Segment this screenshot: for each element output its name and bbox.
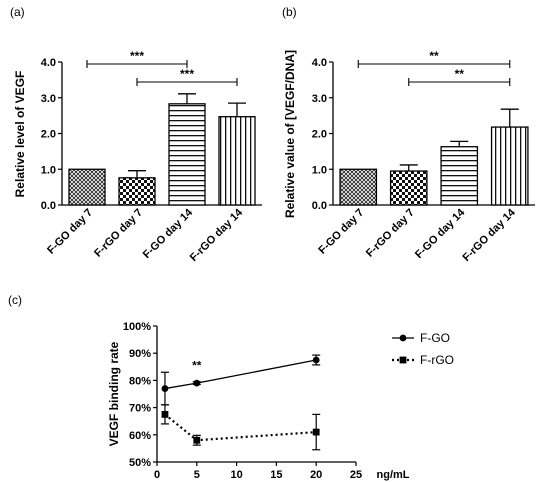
panel-c-x-tick-label: 20 bbox=[310, 469, 322, 481]
panel-a-category-label: F-rGO day 7 bbox=[92, 207, 145, 260]
panel-a-category-label: F-rGO day 14 bbox=[188, 206, 246, 264]
panel-c-x-tick-label: 15 bbox=[270, 469, 282, 481]
panel-a-y-tick-label: 1.0 bbox=[41, 164, 56, 176]
panel-b-label: (b) bbox=[282, 5, 297, 19]
panel-c-x-tick-label: 10 bbox=[230, 469, 242, 481]
panel-c-label: (c) bbox=[8, 293, 22, 307]
panel-a-y-tick-label: 4.0 bbox=[41, 57, 56, 69]
panel-a-bar bbox=[168, 103, 206, 206]
panel-b-y-tick-label: 4.0 bbox=[312, 57, 327, 69]
panel-a-y-tick-label: 2.0 bbox=[41, 129, 56, 141]
panel-a-bar bbox=[118, 177, 156, 206]
panel-a-y-tick-label: 3.0 bbox=[41, 93, 56, 105]
panel-b-bar bbox=[440, 146, 479, 206]
panel-a-significance-label: *** bbox=[130, 49, 144, 63]
panel-c-y-tick-label: 80% bbox=[129, 375, 151, 387]
panel-b-category-label: F-rGO day 14 bbox=[461, 206, 519, 264]
panel-c-x-tick-label: 0 bbox=[154, 469, 160, 481]
panel-c-legend-marker bbox=[399, 334, 407, 342]
panel-c-y-tick-label: 70% bbox=[129, 403, 151, 415]
panel-b-group: (b) 0.0 1.0 2.0 3.0 4.0 Relative value of [VEG… bbox=[282, 5, 535, 264]
panel-b-category-label: F-GO day 7 bbox=[316, 207, 366, 257]
panel-c-y-tick-label: 50% bbox=[129, 457, 151, 469]
panel-c-x-tick-label: 5 bbox=[194, 469, 200, 481]
panel-c-x-axis-label: ng/mL bbox=[377, 469, 410, 481]
panel-a-category-label: F-GO day 14 bbox=[141, 206, 196, 261]
panel-a-group: (a) 0.0 1.0 2.0 3.0 4.0 Relative level of VEGF… bbox=[10, 5, 262, 264]
panel-b-bar bbox=[339, 168, 378, 206]
panel-b-bar bbox=[389, 170, 428, 206]
panels: (a) 0.0 1.0 2.0 3.0 4.0 Relative level of VEGF… bbox=[8, 5, 535, 481]
panel-c-series-line-F-rGO bbox=[164, 413, 317, 442]
panel-a-y-axis-label: Relative level of VEGF bbox=[13, 71, 27, 198]
panel-c-group: (c) 50% 60% 70% 80% 90% 100% 0 5 10 15 20 25 ng/mL VEG… bbox=[8, 293, 454, 481]
panel-a-label: (a) bbox=[10, 5, 25, 19]
panel-c-legend-label: F-rGO bbox=[420, 353, 454, 367]
panel-c-y-axis-label: VEGF binding rate bbox=[107, 341, 121, 446]
panel-b-y-tick-label: 3.0 bbox=[312, 93, 327, 105]
panel-b-bar bbox=[490, 126, 529, 206]
panel-c-series-line-F-GO bbox=[164, 359, 317, 390]
panel-a-bar bbox=[218, 116, 256, 206]
panel-a-category-label: F-GO day 7 bbox=[45, 207, 95, 257]
panel-c-point-F-rGO bbox=[193, 436, 201, 444]
panel-a-y-tick-label: 0.0 bbox=[41, 200, 56, 212]
panel-b-significance-label: ** bbox=[429, 49, 439, 63]
panel-c-x-tick-label: 25 bbox=[350, 469, 362, 481]
panel-c-point-F-GO bbox=[312, 356, 320, 364]
panel-c-point-F-GO bbox=[161, 385, 169, 392]
panel-a-significance-label: *** bbox=[180, 67, 194, 81]
panel-c-y-tick-label: 100% bbox=[123, 321, 151, 333]
panel-b-significance-label: ** bbox=[455, 67, 465, 81]
panel-b-y-axis-label: Relative value of [VEGF/DNA] bbox=[283, 50, 297, 218]
panel-c-point-F-rGO bbox=[312, 428, 320, 436]
panel-c-point-F-GO bbox=[193, 379, 201, 387]
panel-c-legend-label: F-GO bbox=[420, 331, 450, 345]
panel-b-category-label: F-rGO day 7 bbox=[364, 207, 417, 260]
panel-b-y-tick-label: 2.0 bbox=[312, 129, 327, 141]
panel-a-bar bbox=[68, 168, 106, 206]
panel-c-y-tick-label: 90% bbox=[129, 348, 151, 360]
panel-c-annotation: ** bbox=[192, 359, 202, 373]
panel-b-y-tick-label: 1.0 bbox=[312, 164, 327, 176]
panel-b-category-label: F-GO day 14 bbox=[413, 206, 468, 261]
panel-c-y-tick-label: 60% bbox=[129, 430, 151, 442]
panel-c-legend-marker bbox=[399, 356, 407, 364]
panel-b-y-tick-label: 0.0 bbox=[312, 200, 327, 212]
panel-c-point-F-rGO bbox=[161, 411, 169, 418]
